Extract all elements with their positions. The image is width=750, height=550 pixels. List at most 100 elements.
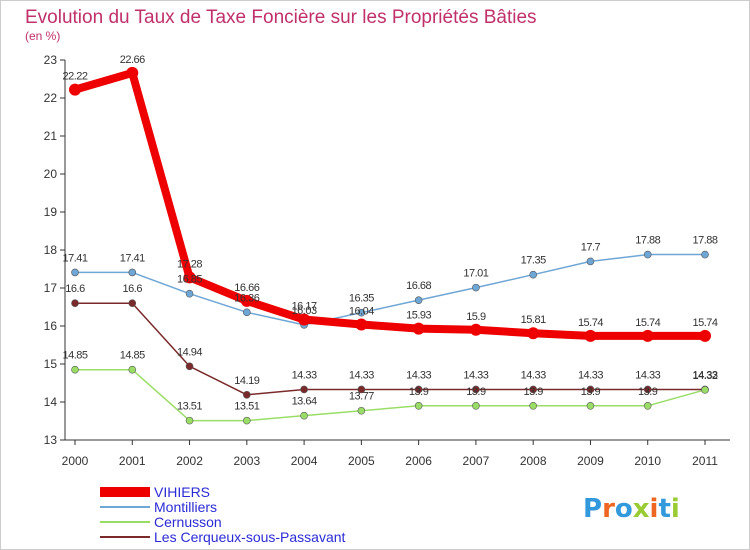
- series-line: [74, 253, 706, 326]
- data-point: [69, 83, 81, 96]
- data-label: 14.94: [177, 346, 202, 358]
- data-point: [185, 289, 194, 298]
- data-point: [128, 268, 137, 277]
- data-label: 13.64: [292, 396, 317, 408]
- series-line: [74, 368, 706, 422]
- data-label: 14.33: [349, 369, 374, 381]
- data-label: 16.35: [349, 293, 374, 305]
- y-tick-label: 22: [44, 91, 58, 105]
- data-label: 16.6: [65, 283, 85, 295]
- data-label: 16.36: [234, 292, 259, 304]
- data-label: 16.04: [349, 305, 374, 317]
- data-point: [243, 390, 251, 399]
- y-tick-label: 15: [44, 357, 58, 371]
- legend-item: Montilliers: [100, 499, 217, 515]
- data-point: [414, 296, 423, 304]
- series-2: [71, 365, 709, 425]
- legend-label: VIHIERS: [154, 484, 210, 500]
- y-ticks: 13 14 15 16 17 18 19 20 21 22 23: [44, 53, 65, 447]
- legend-item: VIHIERS: [100, 484, 210, 500]
- data-label: 14.33: [463, 369, 488, 381]
- chart-subtitle: (en %): [25, 29, 60, 43]
- y-tick-label: 16: [44, 319, 58, 333]
- y-tick-label: 17: [44, 281, 58, 295]
- data-label: 15.81: [521, 314, 546, 326]
- data-point: [357, 308, 366, 317]
- legend-label: Montilliers: [154, 499, 217, 515]
- data-label: 17.28: [177, 258, 202, 270]
- data-point: [183, 271, 196, 284]
- data-point: [699, 329, 711, 342]
- data-point: [584, 329, 597, 342]
- data-label: 15.74: [578, 317, 603, 329]
- data-point: [128, 365, 137, 374]
- data-point: [643, 250, 652, 259]
- data-point: [185, 362, 194, 371]
- data-point: [414, 385, 423, 394]
- data-label: 14.33: [292, 369, 317, 381]
- x-tick-label: 2000: [62, 454, 89, 468]
- x-tick-label: 2007: [463, 454, 490, 468]
- data-point: [643, 401, 652, 410]
- data-point: [472, 401, 480, 410]
- series-line: [71, 68, 709, 340]
- x-tick-label: 2011: [692, 454, 718, 468]
- data-point: [71, 268, 79, 277]
- legend-item: Cernusson: [100, 514, 222, 530]
- data-point: [357, 406, 366, 415]
- data-label: 15.74: [692, 317, 717, 329]
- data-label: 17.7: [581, 241, 601, 253]
- data-label: 13.9: [523, 386, 543, 398]
- data-label: 14.19: [234, 375, 259, 387]
- data-point: [529, 385, 537, 394]
- data-point: [586, 401, 595, 410]
- x-tick-label: 2010: [634, 454, 661, 468]
- data-label: 17.41: [120, 252, 145, 264]
- data-point: [71, 299, 79, 308]
- data-point: [414, 401, 423, 410]
- data-label: 14.33: [692, 369, 717, 381]
- data-label: 13.51: [234, 401, 259, 413]
- data-label: 17.88: [692, 235, 717, 247]
- x-ticks: 2000 2001 2002 2003 2004 2005 2006 2007 2008 2009…: [62, 440, 718, 468]
- y-tick-label: 23: [44, 53, 58, 67]
- x-tick-label: 2002: [176, 454, 203, 468]
- data-point: [185, 416, 194, 425]
- series-0: [69, 66, 711, 342]
- data-point: [243, 308, 251, 317]
- data-point: [472, 283, 480, 292]
- data-label: 17.01: [463, 268, 488, 280]
- x-tick-label: 2001: [119, 454, 146, 468]
- data-label: 16.03: [292, 305, 317, 317]
- x-tick-label: 2009: [577, 454, 604, 468]
- y-tick-label: 20: [44, 167, 58, 181]
- data-label: 16.85: [177, 274, 202, 286]
- x-tick-label: 2005: [348, 454, 375, 468]
- data-point: [71, 365, 79, 374]
- data-point: [126, 66, 139, 79]
- data-label: 13.9: [581, 386, 601, 398]
- data-label: 13.9: [638, 386, 658, 398]
- x-tick-label: 2003: [233, 454, 260, 468]
- data-point: [641, 329, 654, 342]
- data-label: 15.93: [406, 310, 431, 322]
- data-label: 16.6: [123, 283, 143, 295]
- data-label: 17.88: [635, 235, 660, 247]
- data-label: 14.33: [521, 369, 546, 381]
- x-tick-label: 2008: [520, 454, 547, 468]
- data-label: 14.33: [578, 369, 603, 381]
- data-point: [300, 385, 308, 394]
- data-point: [355, 318, 368, 331]
- data-label: 15.74: [635, 317, 660, 329]
- data-label: 13.9: [409, 386, 429, 398]
- data-point: [300, 411, 308, 420]
- data-point: [240, 294, 253, 307]
- data-label: 17.41: [62, 252, 87, 264]
- y-tick-label: 18: [44, 243, 58, 257]
- data-point: [128, 299, 137, 308]
- data-point: [701, 250, 709, 259]
